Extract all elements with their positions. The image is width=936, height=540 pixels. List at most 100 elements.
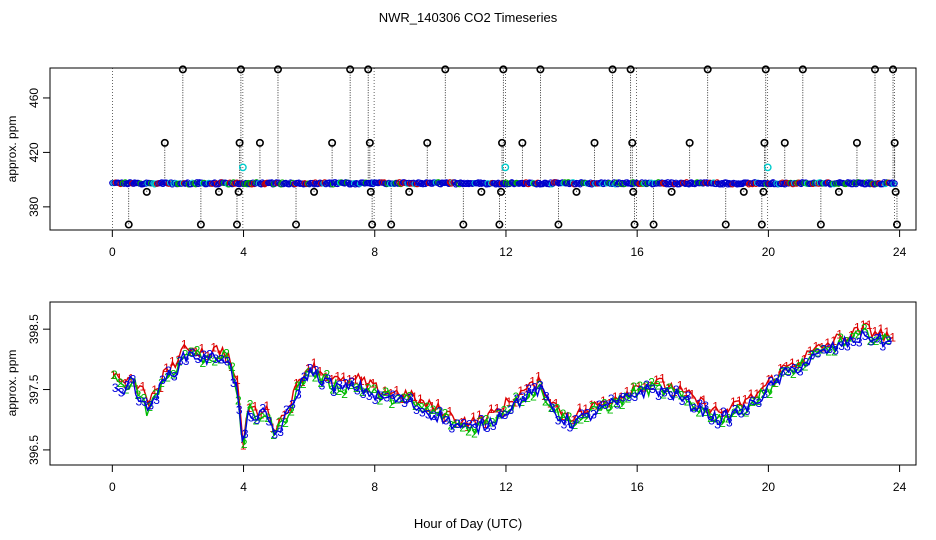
bottom-series-point-label-3: 3 xyxy=(466,417,473,431)
bottom-series-point-label-2: 2 xyxy=(158,376,165,390)
bottom-series-point-label-2: 2 xyxy=(577,413,584,427)
bottom-series-point-label-1: 1 xyxy=(553,397,560,411)
bottom-series-point-label-3: 3 xyxy=(384,390,391,404)
bottom-series-point-label-3: 3 xyxy=(254,413,261,427)
bottom-series-point-label-2: 2 xyxy=(365,382,372,396)
bottom-series-point-label-2: 2 xyxy=(690,400,697,414)
bottom-series-point-label-3: 3 xyxy=(271,427,278,441)
bottom-series-point-label-2: 2 xyxy=(312,371,319,385)
bottom-series-point-label-3: 3 xyxy=(460,416,467,430)
bottom-series-point-label-3: 3 xyxy=(868,335,875,349)
bottom-series-point-label-1: 1 xyxy=(199,341,206,355)
bottom-series-point-label-1: 1 xyxy=(748,387,755,401)
bottom-series-point-label-2: 2 xyxy=(583,411,590,425)
bottom-series-point-label-1: 1 xyxy=(370,377,377,391)
bottom-series-point-label-1: 1 xyxy=(334,370,341,384)
bottom-series-point-label-1: 1 xyxy=(730,395,737,409)
bottom-series-point-label-3: 3 xyxy=(159,373,166,387)
bottom-series-point-label-1: 1 xyxy=(376,388,383,402)
top-cyan-point xyxy=(501,163,510,172)
bottom-series-point-label-2: 2 xyxy=(483,412,490,426)
bottom-series-point-label-3: 3 xyxy=(395,391,402,405)
bottom-series-point-label-2: 2 xyxy=(861,322,868,336)
bottom-series-point-label-3: 3 xyxy=(572,413,579,427)
top-spike-point xyxy=(405,187,414,196)
bottom-series-point-label-3: 3 xyxy=(714,417,721,431)
top-cyan-point xyxy=(238,163,247,172)
bottom-series-point-label-1: 1 xyxy=(317,364,324,378)
bottom-series-point-label-3: 3 xyxy=(360,387,367,401)
bottom-series-point-label-2: 2 xyxy=(660,388,667,402)
bottom-series-point-label-3: 3 xyxy=(685,389,692,403)
bottom-series-point-label-2: 2 xyxy=(884,333,891,347)
bottom-series-point-label-2: 2 xyxy=(796,360,803,374)
bottom-series-point-label-1: 1 xyxy=(683,385,690,399)
bottom-series-point-label-2: 2 xyxy=(318,376,325,390)
bottom-series-point-label-3: 3 xyxy=(130,372,137,386)
bottom-series-point-label-1: 1 xyxy=(848,328,855,342)
bottom-series-point-label-1: 1 xyxy=(659,372,666,386)
top-spike-point xyxy=(891,187,900,196)
bottom-series-point-label-3: 3 xyxy=(289,398,296,412)
bottom-series-point-label-2: 2 xyxy=(400,391,407,405)
bottom-series-point-label-1: 1 xyxy=(529,375,536,389)
bottom-y-axis-label: approx. ppm xyxy=(5,350,19,417)
bottom-series-point-label-3: 3 xyxy=(437,404,444,418)
bottom-series-point-label-2: 2 xyxy=(371,382,378,396)
bottom-series-point-label-3: 3 xyxy=(738,407,745,421)
bottom-series-point-label-3: 3 xyxy=(336,378,343,392)
bottom-series-point-label-2: 2 xyxy=(772,376,779,390)
bottom-series-point-label-3: 3 xyxy=(454,417,461,431)
top-spike-point xyxy=(757,220,766,229)
top-spike-point xyxy=(459,220,468,229)
bottom-x-tick-label: 0 xyxy=(109,480,116,494)
bottom-series-point-label-3: 3 xyxy=(342,377,349,391)
bottom-series-point-label-3: 3 xyxy=(590,408,597,422)
bottom-series-point-label-1: 1 xyxy=(653,373,660,387)
bottom-series-point-label-3: 3 xyxy=(673,383,680,397)
bottom-series-point-label-1: 1 xyxy=(393,383,400,397)
bottom-series-point-label-2: 2 xyxy=(501,404,508,418)
top-spike-point xyxy=(667,187,676,196)
bottom-series-point-label-1: 1 xyxy=(777,361,784,375)
bottom-series-point-label-3: 3 xyxy=(319,378,326,392)
bottom-series-point-label-2: 2 xyxy=(442,407,449,421)
bottom-series-point-label-1: 1 xyxy=(783,359,790,373)
bottom-series-point-label-1: 1 xyxy=(482,417,489,431)
bottom-series-point-label-1: 1 xyxy=(517,384,524,398)
bottom-series-point-label-2: 2 xyxy=(140,392,147,406)
bottom-series-point-label-3: 3 xyxy=(366,389,373,403)
bottom-series-point-label-1: 1 xyxy=(441,411,448,425)
bottom-series-point-label-1: 1 xyxy=(151,383,158,397)
bottom-series-point-label-2: 2 xyxy=(542,395,549,409)
top-spike-point xyxy=(387,220,396,229)
bottom-series-point-label-3: 3 xyxy=(112,381,119,395)
bottom-series-point-label-1: 1 xyxy=(612,390,619,404)
top-spike-point xyxy=(518,138,527,147)
bottom-series-point-label-1: 1 xyxy=(860,318,867,332)
bottom-series-point-label-3: 3 xyxy=(614,398,621,412)
bottom-series-point-label-2: 2 xyxy=(631,380,638,394)
bottom-series-point-label-2: 2 xyxy=(595,403,602,417)
top-spike-point xyxy=(214,187,223,196)
bottom-series-point-label-3: 3 xyxy=(696,397,703,411)
bottom-series-point-label-1: 1 xyxy=(240,438,247,452)
bottom-series-point-label-1: 1 xyxy=(387,386,394,400)
bottom-series-point-label-3: 3 xyxy=(171,370,178,384)
top-x-tick-label: 4 xyxy=(240,245,247,259)
top-spike-point xyxy=(760,138,769,147)
bottom-series-point-label-2: 2 xyxy=(353,381,360,395)
bottom-series-point-label-1: 1 xyxy=(175,353,182,367)
bottom-series-point-label-3: 3 xyxy=(307,362,314,376)
top-plot-frame xyxy=(49,67,917,231)
bottom-series-point-label-1: 1 xyxy=(759,380,766,394)
bottom-series-point-label-3: 3 xyxy=(177,354,184,368)
bottom-series-point-label-2: 2 xyxy=(276,415,283,429)
top-spike-point xyxy=(626,65,635,74)
bottom-series-point-label-2: 2 xyxy=(837,331,844,345)
bottom-series-point-label-2: 2 xyxy=(560,407,567,421)
bottom-series-point-label-3: 3 xyxy=(484,421,491,435)
top-x-tick-label: 24 xyxy=(893,245,907,259)
bottom-series-point-label-3: 3 xyxy=(431,409,438,423)
top-spike-point xyxy=(178,65,187,74)
